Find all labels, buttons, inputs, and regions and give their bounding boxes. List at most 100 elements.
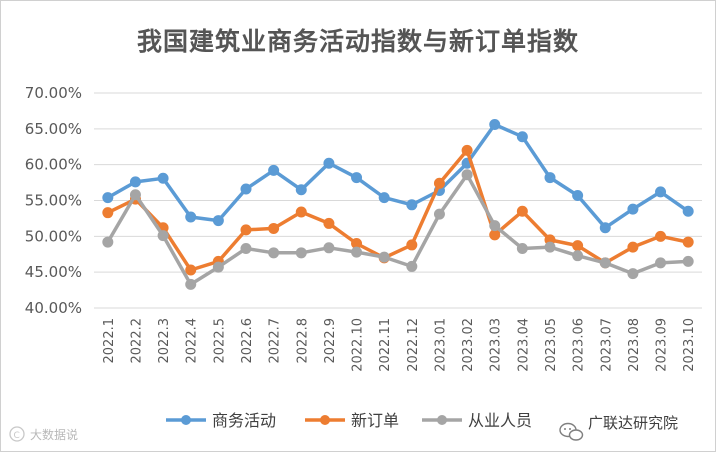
y-axis-labels: 40.00% 45.00% 50.00% 55.00% 60.00% 65.00% 70.0…: [25, 84, 82, 317]
data-point: [240, 224, 252, 236]
data-point: [406, 260, 418, 272]
y-tick-label: 45.00%: [25, 263, 82, 281]
data-point: [489, 119, 501, 131]
data-point: [572, 250, 584, 262]
x-tick-label: 2023.03: [489, 318, 504, 372]
data-point: [102, 207, 114, 219]
x-tick-label: 2023.01: [433, 318, 448, 372]
legend-label: 从业人员: [468, 411, 532, 430]
data-point: [212, 261, 224, 273]
data-point: [157, 172, 169, 184]
data-point: [544, 172, 556, 184]
data-point: [406, 239, 418, 251]
data-point: [572, 189, 584, 201]
x-tick-label: 2022.9: [323, 318, 338, 364]
data-point: [129, 189, 141, 201]
y-tick-label: 50.00%: [25, 227, 82, 245]
x-tick-label: 2022.5: [212, 318, 227, 364]
y-tick-label: 65.00%: [25, 120, 82, 138]
data-point: [516, 243, 528, 255]
x-tick-label: 2022.7: [268, 318, 283, 364]
x-tick-label: 2023.08: [627, 318, 642, 372]
data-point: [516, 131, 528, 143]
x-tick-label: 2023.10: [682, 318, 697, 372]
legend: 商务活动 新订单 从业人员: [166, 411, 532, 430]
series-line: [106, 148, 690, 272]
data-point: [682, 255, 694, 267]
data-point: [185, 264, 197, 276]
data-point: [406, 199, 418, 211]
data-point: [433, 208, 445, 220]
y-tick-label: 70.00%: [25, 84, 82, 102]
data-point: [433, 177, 445, 189]
x-tick-label: 2022.8: [295, 318, 310, 364]
data-point: [268, 247, 280, 259]
data-point: [599, 257, 611, 269]
data-point: [461, 144, 473, 156]
x-tick-label: 2022.11: [378, 318, 393, 372]
data-point: [323, 242, 335, 254]
x-tick-label: 2023.07: [599, 318, 614, 372]
data-point: [268, 164, 280, 176]
data-point: [627, 268, 639, 280]
series-lines: [102, 119, 694, 290]
legend-marker: [181, 415, 191, 425]
wechat-icon: [559, 422, 584, 441]
y-tick-label: 55.00%: [25, 192, 82, 210]
data-point: [461, 169, 473, 181]
data-point: [295, 206, 307, 218]
x-tick-label: 2023.02: [461, 318, 476, 372]
watermark-left: 大数据说: [30, 427, 78, 442]
data-point: [102, 236, 114, 248]
data-point: [351, 172, 363, 184]
data-point: [212, 215, 224, 227]
data-point: [268, 222, 280, 234]
x-tick-label: 2022.6: [240, 318, 255, 364]
legend-marker: [320, 415, 330, 425]
x-tick-label: 2023.04: [516, 318, 531, 372]
data-point: [295, 184, 307, 196]
x-axis-labels: 2022.1 2022.2 2022.3 2022.4 2022.5 2022.6 2022…: [102, 318, 697, 372]
x-tick-label: 2022.1: [102, 318, 117, 364]
data-point: [544, 241, 556, 253]
data-point: [185, 278, 197, 290]
data-point: [599, 222, 611, 234]
x-tick-label: 2023.06: [572, 318, 587, 372]
copyright-icon: C: [9, 426, 25, 442]
data-point: [489, 229, 501, 241]
watermarks: C 大数据说 广联达研究院: [9, 414, 678, 442]
y-tick-label: 40.00%: [25, 299, 82, 317]
data-point: [655, 186, 667, 198]
x-tick-label: 2023.09: [655, 318, 670, 372]
data-point: [655, 257, 667, 269]
data-point: [323, 157, 335, 169]
data-point: [682, 236, 694, 248]
y-tick-label: 60.00%: [25, 156, 82, 174]
chart-title: 我国建筑业商务活动指数与新订单指数: [136, 27, 579, 56]
data-point: [489, 220, 501, 232]
legend-label: 商务活动: [212, 411, 276, 430]
data-point: [157, 230, 169, 242]
data-point: [351, 246, 363, 258]
legend-label: 新订单: [351, 411, 399, 430]
svg-text:C: C: [14, 431, 20, 441]
data-point: [655, 230, 667, 242]
data-point: [627, 241, 639, 253]
data-point: [129, 176, 141, 188]
x-tick-label: 2022.3: [157, 318, 172, 364]
data-point: [516, 205, 528, 217]
x-tick-label: 2023.05: [544, 318, 559, 372]
data-point: [323, 217, 335, 229]
x-tick-label: 2022.10: [351, 318, 366, 372]
watermark-right: 广联达研究院: [588, 414, 678, 432]
series-line: [106, 172, 690, 287]
data-point: [378, 192, 390, 204]
data-point: [295, 247, 307, 259]
x-tick-label: 2022.4: [185, 318, 200, 364]
data-point: [240, 183, 252, 195]
series-line: [106, 122, 690, 230]
data-point: [572, 240, 584, 252]
data-point: [185, 211, 197, 223]
